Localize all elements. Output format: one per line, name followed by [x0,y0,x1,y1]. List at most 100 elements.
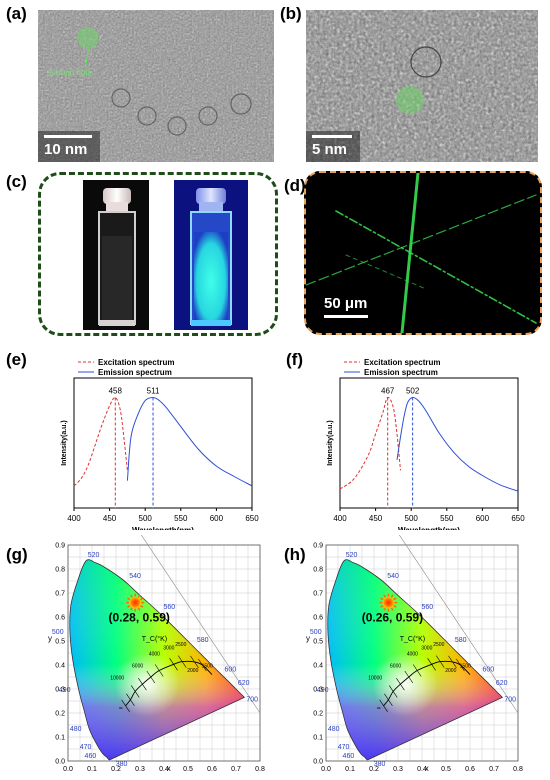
marker-core [382,596,395,609]
wavelength-label: 480 [328,726,340,733]
y-tick-label: 0.1 [313,735,323,742]
tem-image-b: 5 nm [306,10,538,162]
wavelength-label: 480 [70,726,82,733]
x-tick-label: 0.6 [207,766,217,773]
panel-label-h: (h) [284,545,306,564]
scale-bar-a [44,135,92,138]
wavelength-label: 490 [59,687,71,694]
data-point [198,449,199,450]
plot-frame [73,377,253,509]
scale-bar-b [312,135,352,138]
scale-label-a: 10 nm [44,141,88,158]
isotherm-tick [412,664,422,677]
carbon-dot-annotation: Carbon dots [48,68,92,77]
y-tick-label: 0.4 [55,663,65,670]
panel-label-f: (f) [286,350,303,369]
data-point [95,444,96,445]
wavelength-label: 600 [224,667,236,674]
data-point [88,465,89,466]
data-point [400,436,401,437]
plot-frame [67,544,261,762]
spectra-charts: 400 450 500 550 600 650 Wavelength(nm) Intensit… [61,358,525,530]
panel-label-b: (b) [280,4,302,23]
cct-label: 4000 [149,651,160,657]
tc-label: T_C(°K) [400,635,425,643]
x-tick-label: 0.7 [231,766,241,773]
plot-frame [339,377,519,509]
x-tick-label: 0.5 [441,766,451,773]
y-tick-label: 0.9 [313,543,323,550]
data-point [159,400,160,401]
wavelength-label: 620 [496,680,508,687]
wavelength-label: 580 [455,637,467,644]
cct-label: 3000 [421,645,432,651]
y-tick-label: 0.0 [55,759,65,766]
x-tick-label: 400 [333,514,347,523]
wavelength-label: 460 [343,753,355,760]
white-point-glow [114,651,180,717]
wavelength-label: 700 [504,696,516,703]
isotherm-tick [427,658,436,671]
y-tick-label: 0.8 [55,567,65,574]
data-point [81,478,82,479]
x-tick-label: 400 [67,514,81,523]
data-point [517,491,518,492]
panel-label-c: (c) [6,172,27,191]
data-point [439,433,440,434]
isotherm-tick [435,655,445,668]
y-tick-label: 0.2 [313,711,323,718]
vial-uv [174,180,248,330]
data-point [145,400,146,401]
cct-label: 2500 [175,642,186,648]
y-tick-label: 0.6 [313,615,323,622]
data-point [180,426,181,427]
x-tick-label: 0.8 [255,766,265,773]
data-point [482,475,483,476]
cct-label: 10000 [368,675,382,681]
x-tick-label: 600 [476,514,490,523]
wavelength-label: 500 [52,629,64,636]
marker-core [129,596,142,609]
vial-daylight [83,180,149,330]
scale-bar-d [324,315,368,318]
data-point [123,436,124,437]
y-tick-label: 0.6 [55,615,65,622]
x-tick-label: 650 [245,514,259,523]
panel-label-g: (g) [6,545,28,564]
isotherm-tick [404,670,414,684]
data-point [400,470,401,471]
y-tick-label: 0.7 [313,591,323,598]
data-point [453,452,454,453]
excitation-curve [339,396,401,490]
data-point [102,423,103,424]
isotherm-tick [379,699,388,712]
white-point-glow [372,651,438,717]
isotherm-tick [154,664,164,677]
wavelength-label: 600 [482,667,494,674]
cct-label: 1500 [202,663,213,669]
y-axis-label: Intensity(a.u.) [327,420,334,466]
reference-line [140,535,261,714]
isotherm-tick [198,658,207,672]
x-tick-label: 550 [440,514,454,523]
x-tick-label: 650 [511,514,525,523]
spectral-locus [327,559,504,761]
y-tick-label: 0.1 [55,735,65,742]
data-point [109,405,110,406]
x-tick-label: 0.0 [63,766,73,773]
data-point [396,433,397,434]
x-axis-label: Wavelength(nm) [132,526,194,530]
y-tick-label: 0.5 [313,639,323,646]
x-tick-label: 0.5 [183,766,193,773]
data-point [500,484,501,485]
x-tick-label: 600 [210,514,224,523]
isotherm-tick [396,678,405,691]
x-axis-label: x [425,764,429,773]
wavelength-label: 540 [129,573,141,580]
y-tick-label: 0.3 [55,687,65,694]
tc-label: T_C(°K) [142,635,167,643]
cct-label: 4000 [407,651,418,657]
data-point [130,436,131,437]
fluorescence-image: 50 μm [304,171,542,335]
wavelength-label: 560 [164,604,176,611]
